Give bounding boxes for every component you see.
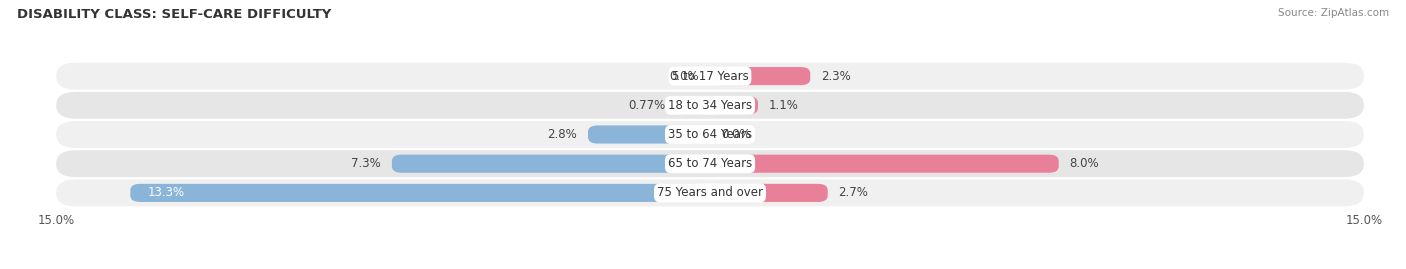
FancyBboxPatch shape: [710, 96, 758, 114]
FancyBboxPatch shape: [56, 63, 1364, 90]
Text: 75 Years and over: 75 Years and over: [657, 186, 763, 199]
Text: 8.0%: 8.0%: [1070, 157, 1099, 170]
Legend: Male, Female: Male, Female: [650, 264, 770, 269]
Text: 5 to 17 Years: 5 to 17 Years: [672, 70, 748, 83]
FancyBboxPatch shape: [710, 184, 828, 202]
Text: 35 to 64 Years: 35 to 64 Years: [668, 128, 752, 141]
Text: 1.1%: 1.1%: [769, 99, 799, 112]
FancyBboxPatch shape: [392, 155, 710, 173]
FancyBboxPatch shape: [588, 125, 710, 144]
FancyBboxPatch shape: [56, 121, 1364, 148]
FancyBboxPatch shape: [710, 155, 1059, 173]
Text: 2.7%: 2.7%: [838, 186, 869, 199]
Text: 65 to 74 Years: 65 to 74 Years: [668, 157, 752, 170]
FancyBboxPatch shape: [131, 184, 710, 202]
Text: 13.3%: 13.3%: [148, 186, 186, 199]
Text: 18 to 34 Years: 18 to 34 Years: [668, 99, 752, 112]
FancyBboxPatch shape: [56, 179, 1364, 206]
Text: 0.0%: 0.0%: [721, 128, 751, 141]
Text: 2.8%: 2.8%: [547, 128, 576, 141]
Text: 0.77%: 0.77%: [628, 99, 665, 112]
FancyBboxPatch shape: [676, 96, 710, 114]
Text: DISABILITY CLASS: SELF-CARE DIFFICULTY: DISABILITY CLASS: SELF-CARE DIFFICULTY: [17, 8, 332, 21]
Text: Source: ZipAtlas.com: Source: ZipAtlas.com: [1278, 8, 1389, 18]
Text: 0.0%: 0.0%: [669, 70, 699, 83]
FancyBboxPatch shape: [56, 150, 1364, 177]
FancyBboxPatch shape: [710, 67, 810, 85]
FancyBboxPatch shape: [56, 92, 1364, 119]
Text: 2.3%: 2.3%: [821, 70, 851, 83]
Text: 7.3%: 7.3%: [352, 157, 381, 170]
